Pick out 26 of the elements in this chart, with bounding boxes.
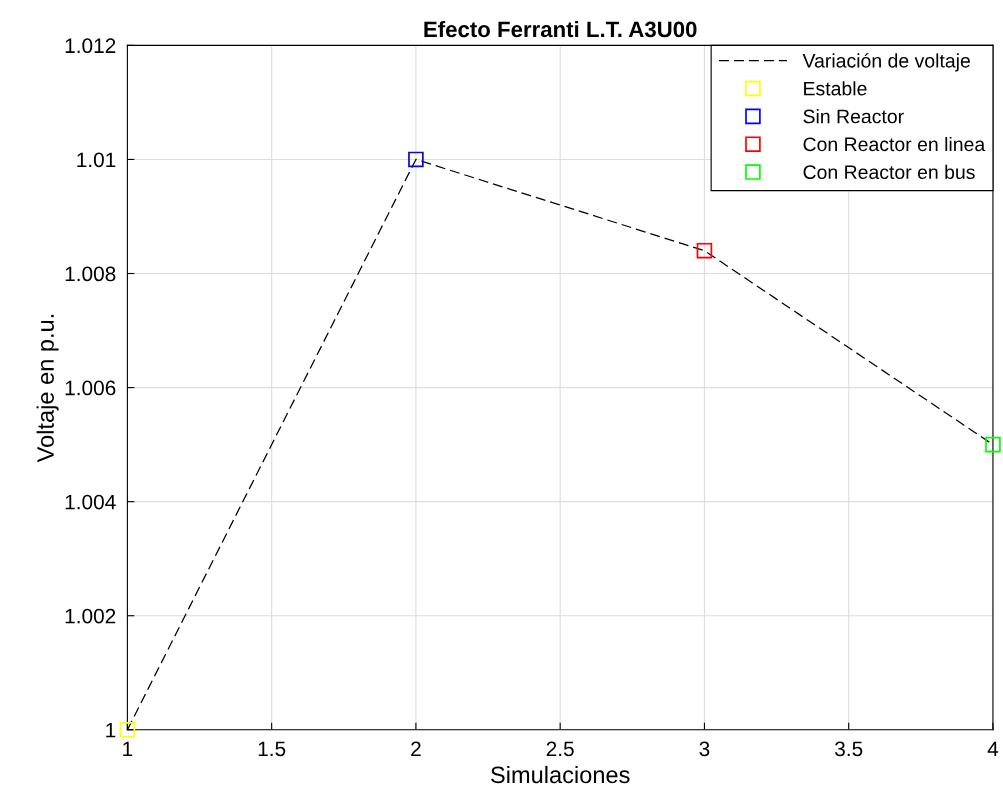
legend-label: Variación de voltaje: [802, 53, 970, 72]
y-tick-label: 1.012: [65, 38, 116, 54]
y-axis-title: Voltaje en p.u.: [36, 314, 59, 463]
x-tick-label: 2: [411, 741, 421, 757]
x-tick-label: 1.5: [258, 741, 286, 757]
x-tick-label: 1: [123, 741, 133, 757]
y-tick-label: 1.006: [65, 380, 116, 396]
x-tick-label: 3.5: [835, 741, 863, 757]
legend-label: Con Reactor en bus: [803, 164, 975, 180]
legend-label: Sin Reactor: [803, 109, 904, 124]
y-tick-label: 1.01: [77, 152, 116, 168]
x-tick-label: 3: [699, 741, 710, 757]
y-tick-label: 1.004: [65, 494, 116, 510]
y-tick-label: 1.002: [65, 608, 116, 624]
y-tick-label: 1.008: [65, 266, 116, 282]
x-axis-title: Simulaciones: [491, 765, 630, 784]
x-tick-label: 2.5: [546, 741, 574, 757]
point: [408, 151, 424, 168]
point: [985, 436, 1001, 453]
point: [119, 722, 136, 738]
point: [696, 242, 713, 259]
chart-title: Efecto Ferranti L.T. A3U00: [424, 20, 697, 38]
x-tick-label: 4: [987, 741, 999, 757]
legend-label: Con Reactor en linea: [803, 136, 986, 152]
y-tick-label: 1: [106, 723, 116, 738]
legend-label: Estable: [804, 81, 867, 96]
